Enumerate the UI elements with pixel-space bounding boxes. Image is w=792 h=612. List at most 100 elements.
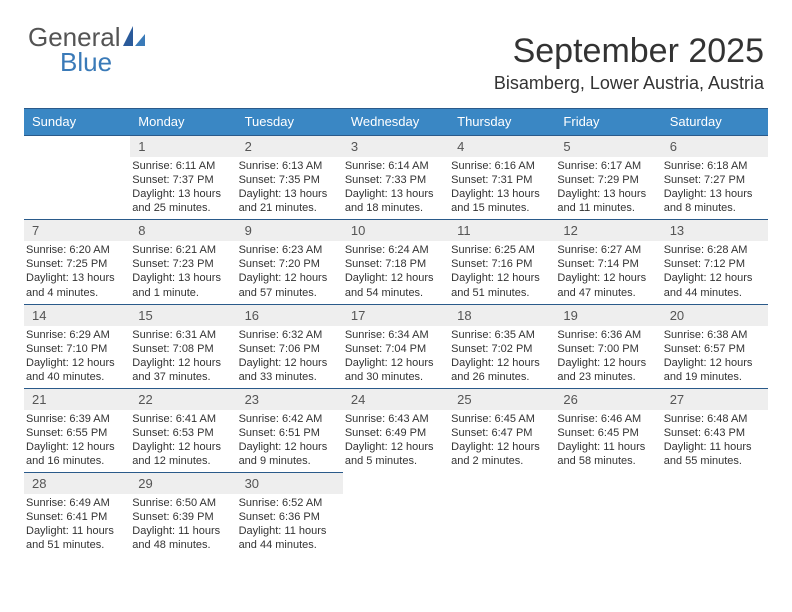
calendar-cell: 14Sunrise: 6:29 AMSunset: 7:10 PMDayligh…: [24, 304, 130, 388]
day-number: 6: [662, 136, 768, 157]
calendar-cell: 25Sunrise: 6:45 AMSunset: 6:47 PMDayligh…: [449, 388, 555, 472]
sunrise-text: Sunrise: 6:27 AM: [557, 243, 659, 257]
day-number: 28: [24, 472, 130, 494]
calendar-grid: SundayMondayTuesdayWednesdayThursdayFrid…: [24, 108, 768, 557]
sunset-text: Sunset: 6:43 PM: [664, 426, 766, 440]
daylight-text: Daylight: 12 hours and 54 minutes.: [345, 271, 447, 299]
day-number: 20: [662, 304, 768, 326]
day-number: 30: [237, 472, 343, 494]
daylight-text: Daylight: 12 hours and 5 minutes.: [345, 440, 447, 468]
day-header-saturday: Saturday: [662, 108, 768, 136]
calendar-cell: 16Sunrise: 6:32 AMSunset: 7:06 PMDayligh…: [237, 304, 343, 388]
page-header: September 2025 Bisamberg, Lower Austria,…: [494, 32, 764, 94]
day-details: Sunrise: 6:25 AMSunset: 7:16 PMDaylight:…: [449, 241, 555, 303]
calendar-cell: 10Sunrise: 6:24 AMSunset: 7:18 PMDayligh…: [343, 219, 449, 303]
calendar-cell: 11Sunrise: 6:25 AMSunset: 7:16 PMDayligh…: [449, 219, 555, 303]
daylight-text: Daylight: 12 hours and 19 minutes.: [664, 356, 766, 384]
calendar-cell: 5Sunrise: 6:17 AMSunset: 7:29 PMDaylight…: [555, 136, 661, 219]
sunset-text: Sunset: 7:20 PM: [239, 257, 341, 271]
day-details: Sunrise: 6:35 AMSunset: 7:02 PMDaylight:…: [449, 326, 555, 388]
sunset-text: Sunset: 6:51 PM: [239, 426, 341, 440]
sunset-text: Sunset: 7:08 PM: [132, 342, 234, 356]
sunrise-text: Sunrise: 6:48 AM: [664, 412, 766, 426]
sunrise-text: Sunrise: 6:43 AM: [345, 412, 447, 426]
daylight-text: Daylight: 11 hours and 58 minutes.: [557, 440, 659, 468]
day-details: Sunrise: 6:32 AMSunset: 7:06 PMDaylight:…: [237, 326, 343, 388]
calendar-cell: [24, 136, 130, 219]
sunrise-text: Sunrise: 6:34 AM: [345, 328, 447, 342]
calendar-cell: [449, 472, 555, 556]
daylight-text: Daylight: 12 hours and 33 minutes.: [239, 356, 341, 384]
day-details: Sunrise: 6:14 AMSunset: 7:33 PMDaylight:…: [343, 157, 449, 219]
calendar-cell: 17Sunrise: 6:34 AMSunset: 7:04 PMDayligh…: [343, 304, 449, 388]
day-details: Sunrise: 6:49 AMSunset: 6:41 PMDaylight:…: [24, 494, 130, 556]
sunrise-text: Sunrise: 6:21 AM: [132, 243, 234, 257]
day-number: 25: [449, 388, 555, 410]
day-number: 17: [343, 304, 449, 326]
daylight-text: Daylight: 11 hours and 51 minutes.: [26, 524, 128, 552]
sunset-text: Sunset: 6:57 PM: [664, 342, 766, 356]
daylight-text: Daylight: 12 hours and 47 minutes.: [557, 271, 659, 299]
sunset-text: Sunset: 7:25 PM: [26, 257, 128, 271]
day-details: Sunrise: 6:43 AMSunset: 6:49 PMDaylight:…: [343, 410, 449, 472]
sunrise-text: Sunrise: 6:38 AM: [664, 328, 766, 342]
sunset-text: Sunset: 7:33 PM: [345, 173, 447, 187]
calendar-cell: 24Sunrise: 6:43 AMSunset: 6:49 PMDayligh…: [343, 388, 449, 472]
sunset-text: Sunset: 6:39 PM: [132, 510, 234, 524]
day-number: 5: [555, 136, 661, 157]
calendar-cell: 9Sunrise: 6:23 AMSunset: 7:20 PMDaylight…: [237, 219, 343, 303]
daylight-text: Daylight: 12 hours and 57 minutes.: [239, 271, 341, 299]
day-details: Sunrise: 6:52 AMSunset: 6:36 PMDaylight:…: [237, 494, 343, 556]
sunset-text: Sunset: 7:00 PM: [557, 342, 659, 356]
sunrise-text: Sunrise: 6:32 AM: [239, 328, 341, 342]
day-details: Sunrise: 6:36 AMSunset: 7:00 PMDaylight:…: [555, 326, 661, 388]
day-details: Sunrise: 6:45 AMSunset: 6:47 PMDaylight:…: [449, 410, 555, 472]
sunset-text: Sunset: 7:16 PM: [451, 257, 553, 271]
month-title: September 2025: [494, 32, 764, 71]
day-number: 15: [130, 304, 236, 326]
daylight-text: Daylight: 12 hours and 16 minutes.: [26, 440, 128, 468]
day-details: Sunrise: 6:31 AMSunset: 7:08 PMDaylight:…: [130, 326, 236, 388]
daylight-text: Daylight: 12 hours and 51 minutes.: [451, 271, 553, 299]
sunrise-text: Sunrise: 6:18 AM: [664, 159, 766, 173]
brand-logo: General Blue: [28, 22, 147, 78]
sunrise-text: Sunrise: 6:35 AM: [451, 328, 553, 342]
day-details: Sunrise: 6:46 AMSunset: 6:45 PMDaylight:…: [555, 410, 661, 472]
daylight-text: Daylight: 12 hours and 40 minutes.: [26, 356, 128, 384]
day-details: Sunrise: 6:29 AMSunset: 7:10 PMDaylight:…: [24, 326, 130, 388]
daylight-text: Daylight: 12 hours and 9 minutes.: [239, 440, 341, 468]
sunrise-text: Sunrise: 6:29 AM: [26, 328, 128, 342]
sunset-text: Sunset: 7:14 PM: [557, 257, 659, 271]
sunrise-text: Sunrise: 6:13 AM: [239, 159, 341, 173]
sunrise-text: Sunrise: 6:14 AM: [345, 159, 447, 173]
sunset-text: Sunset: 7:27 PM: [664, 173, 766, 187]
sunset-text: Sunset: 6:47 PM: [451, 426, 553, 440]
daylight-text: Daylight: 11 hours and 48 minutes.: [132, 524, 234, 552]
daylight-text: Daylight: 12 hours and 2 minutes.: [451, 440, 553, 468]
day-header-thursday: Thursday: [449, 108, 555, 136]
day-details: Sunrise: 6:23 AMSunset: 7:20 PMDaylight:…: [237, 241, 343, 303]
sunset-text: Sunset: 7:04 PM: [345, 342, 447, 356]
day-details: Sunrise: 6:21 AMSunset: 7:23 PMDaylight:…: [130, 241, 236, 303]
daylight-text: Daylight: 13 hours and 4 minutes.: [26, 271, 128, 299]
calendar-cell: 4Sunrise: 6:16 AMSunset: 7:31 PMDaylight…: [449, 136, 555, 219]
day-details: Sunrise: 6:27 AMSunset: 7:14 PMDaylight:…: [555, 241, 661, 303]
sunset-text: Sunset: 6:53 PM: [132, 426, 234, 440]
day-number: 21: [24, 388, 130, 410]
day-number: 16: [237, 304, 343, 326]
calendar-cell: 15Sunrise: 6:31 AMSunset: 7:08 PMDayligh…: [130, 304, 236, 388]
day-details: Sunrise: 6:13 AMSunset: 7:35 PMDaylight:…: [237, 157, 343, 219]
calendar-cell: 1Sunrise: 6:11 AMSunset: 7:37 PMDaylight…: [130, 136, 236, 219]
sunrise-text: Sunrise: 6:16 AM: [451, 159, 553, 173]
day-header-tuesday: Tuesday: [237, 108, 343, 136]
sunset-text: Sunset: 6:41 PM: [26, 510, 128, 524]
day-details: Sunrise: 6:41 AMSunset: 6:53 PMDaylight:…: [130, 410, 236, 472]
day-number: 9: [237, 219, 343, 241]
sunrise-text: Sunrise: 6:52 AM: [239, 496, 341, 510]
sunrise-text: Sunrise: 6:39 AM: [26, 412, 128, 426]
day-details: Sunrise: 6:39 AMSunset: 6:55 PMDaylight:…: [24, 410, 130, 472]
day-details: Sunrise: 6:17 AMSunset: 7:29 PMDaylight:…: [555, 157, 661, 219]
sunrise-text: Sunrise: 6:28 AM: [664, 243, 766, 257]
sunrise-text: Sunrise: 6:23 AM: [239, 243, 341, 257]
sunrise-text: Sunrise: 6:45 AM: [451, 412, 553, 426]
